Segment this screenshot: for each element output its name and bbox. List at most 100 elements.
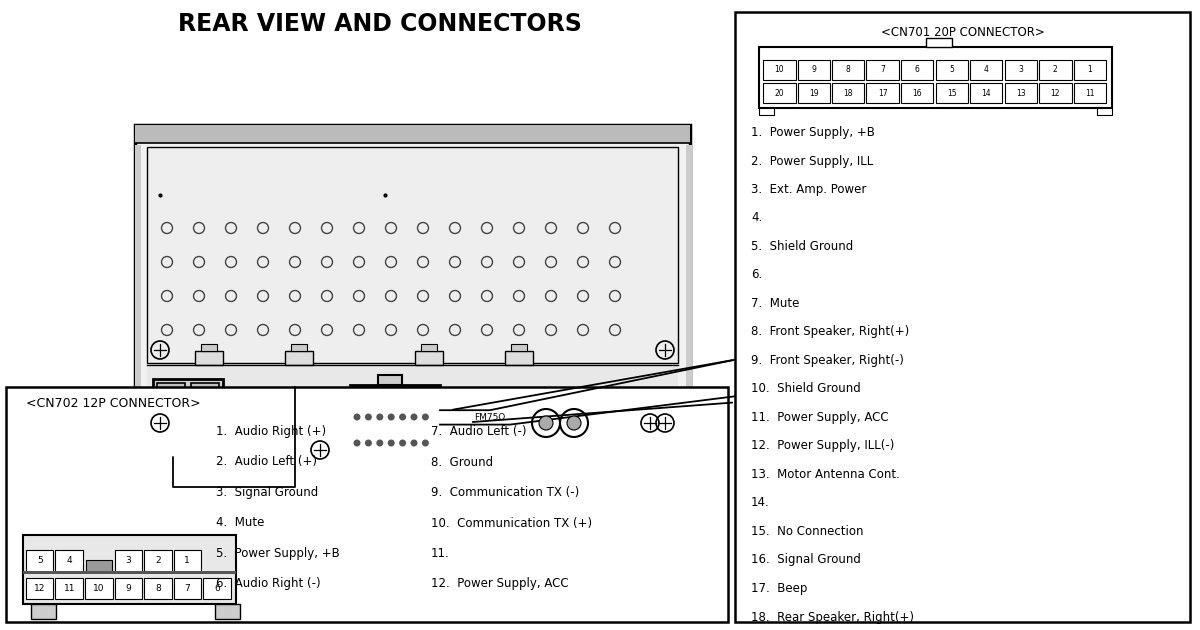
Bar — [174, 578, 202, 599]
Text: 3.  Signal Ground: 3. Signal Ground — [216, 486, 318, 499]
Text: 10: 10 — [94, 584, 104, 593]
Text: 6.  Audio Right (-): 6. Audio Right (-) — [216, 578, 320, 590]
Bar — [901, 60, 934, 79]
Text: 9.  Front Speaker, Right(-): 9. Front Speaker, Right(-) — [751, 354, 904, 367]
Text: 6.: 6. — [751, 268, 762, 282]
Text: 5.  Power Supply, +B: 5. Power Supply, +B — [216, 547, 340, 560]
Text: 15.  No Connection: 15. No Connection — [751, 525, 864, 538]
Text: 16: 16 — [912, 89, 922, 98]
Bar — [203, 578, 230, 599]
Text: 7: 7 — [185, 584, 190, 593]
Text: 13.  Motor Antenna Cont.: 13. Motor Antenna Cont. — [751, 468, 900, 481]
Bar — [832, 60, 864, 79]
Circle shape — [377, 440, 383, 446]
Bar — [196, 351, 223, 365]
Bar — [148, 391, 154, 403]
Text: 1.  Audio Right (+): 1. Audio Right (+) — [216, 425, 326, 438]
Bar — [148, 433, 154, 445]
Bar — [196, 431, 203, 445]
Circle shape — [354, 440, 360, 446]
Bar — [350, 385, 440, 457]
Bar — [114, 550, 142, 571]
Bar — [292, 344, 307, 351]
Circle shape — [366, 440, 371, 446]
Circle shape — [400, 414, 406, 420]
Bar — [936, 84, 968, 103]
Text: 7: 7 — [881, 66, 886, 74]
Text: 16.  Signal Ground: 16. Signal Ground — [751, 554, 860, 566]
Text: 18: 18 — [844, 89, 853, 98]
Bar — [415, 351, 443, 365]
Bar — [204, 431, 212, 445]
Bar — [866, 60, 899, 79]
Bar — [1004, 60, 1037, 79]
Bar — [901, 84, 934, 103]
Text: <CN702 12P CONNECTOR>: <CN702 12P CONNECTOR> — [26, 397, 200, 410]
Text: 11: 11 — [1085, 89, 1094, 98]
Text: REAR VIEW AND CONNECTORS: REAR VIEW AND CONNECTORS — [178, 12, 582, 36]
Bar — [505, 351, 533, 365]
Circle shape — [389, 414, 394, 420]
Text: 9: 9 — [811, 66, 816, 74]
Bar — [1097, 108, 1112, 115]
Bar — [26, 578, 54, 599]
Text: 8: 8 — [155, 584, 161, 593]
Bar — [26, 550, 54, 571]
Bar — [170, 431, 178, 445]
Bar — [196, 407, 203, 421]
Bar — [1074, 84, 1106, 103]
Bar — [144, 550, 172, 571]
Bar — [286, 351, 313, 365]
Bar — [1039, 60, 1072, 79]
Text: 11.  Power Supply, ACC: 11. Power Supply, ACC — [751, 411, 889, 424]
Bar — [134, 125, 690, 475]
Bar — [31, 604, 56, 619]
Text: 8: 8 — [846, 66, 851, 74]
Text: 13: 13 — [1016, 89, 1026, 98]
Bar — [134, 125, 690, 143]
Bar — [170, 407, 178, 421]
Bar — [686, 145, 692, 445]
Bar — [202, 344, 217, 351]
Circle shape — [422, 414, 428, 420]
Bar — [55, 550, 83, 571]
Text: 5.  Shield Ground: 5. Shield Ground — [751, 240, 853, 253]
Text: 6: 6 — [214, 584, 220, 593]
Text: 17.  Beep: 17. Beep — [751, 582, 808, 595]
Bar — [204, 407, 212, 421]
Text: 7.  Audio Left (-): 7. Audio Left (-) — [431, 425, 527, 438]
Circle shape — [366, 414, 371, 420]
Bar — [23, 535, 235, 604]
Bar — [134, 145, 142, 445]
Bar — [926, 38, 953, 47]
Circle shape — [412, 440, 416, 446]
Text: 6: 6 — [914, 66, 919, 74]
Text: 12.  Power Supply, ILL(-): 12. Power Supply, ILL(-) — [751, 440, 894, 452]
Circle shape — [422, 440, 428, 446]
Text: 10.  Shield Ground: 10. Shield Ground — [751, 382, 860, 396]
Bar — [174, 550, 202, 571]
Text: 19: 19 — [809, 89, 818, 98]
Bar — [114, 578, 142, 599]
Bar — [936, 60, 968, 79]
Text: 3.  Ext. Amp. Power: 3. Ext. Amp. Power — [751, 183, 866, 196]
Bar — [86, 559, 112, 571]
Circle shape — [568, 416, 581, 430]
Text: 12: 12 — [1050, 89, 1060, 98]
Bar — [23, 571, 235, 573]
Circle shape — [377, 414, 383, 420]
Bar — [157, 383, 185, 453]
Text: 12.  Power Supply, ACC: 12. Power Supply, ACC — [431, 578, 569, 590]
Text: 2.  Power Supply, ILL: 2. Power Supply, ILL — [751, 154, 874, 168]
Circle shape — [412, 414, 416, 420]
Bar — [798, 60, 830, 79]
Bar — [798, 84, 830, 103]
Bar — [1004, 84, 1037, 103]
Bar — [832, 84, 864, 103]
Text: 4.  Mute: 4. Mute — [216, 517, 264, 529]
Circle shape — [389, 440, 394, 446]
Bar — [970, 84, 1002, 103]
Text: 10: 10 — [774, 66, 784, 74]
Text: 11.: 11. — [431, 547, 450, 560]
Bar — [191, 383, 220, 453]
